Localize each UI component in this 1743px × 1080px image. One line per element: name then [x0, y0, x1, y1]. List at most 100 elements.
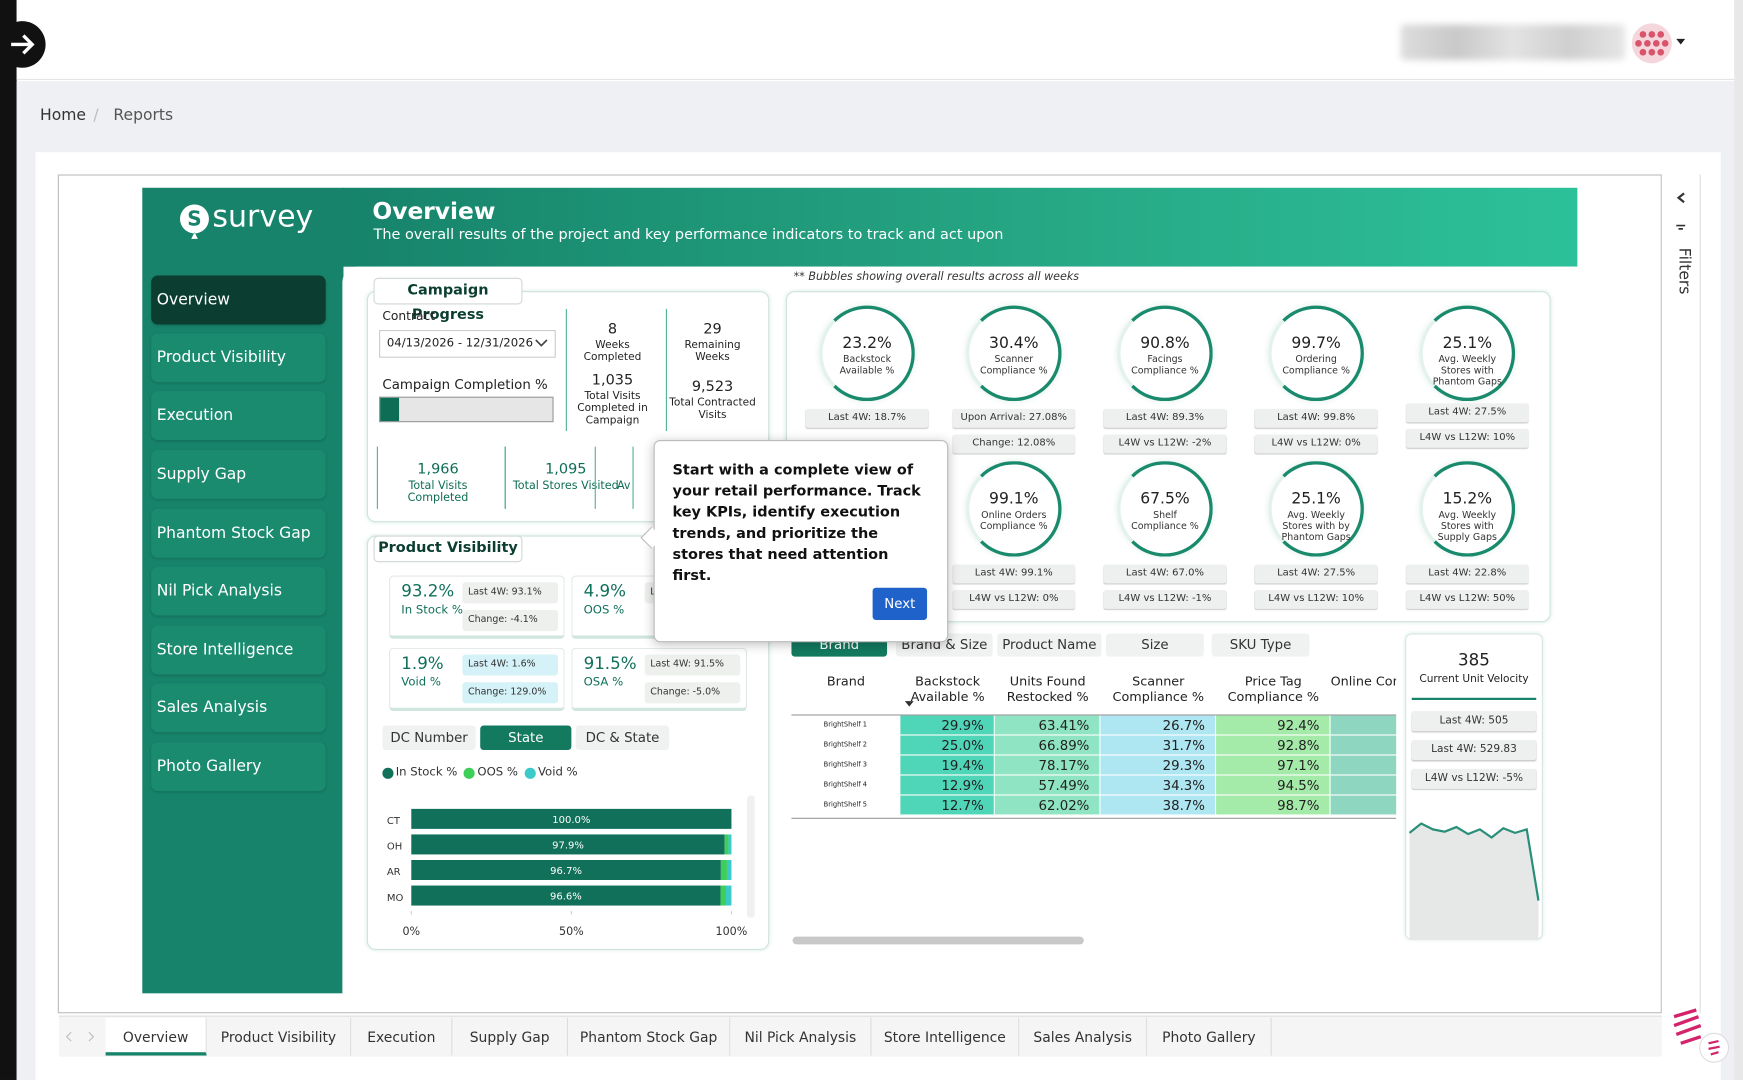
nav-item[interactable]: Overview	[151, 275, 326, 325]
bar-segment	[720, 885, 726, 906]
nav-item[interactable]: Product Visibility	[151, 333, 326, 383]
table-cell: 12.7%	[900, 795, 995, 816]
bubble-pill: L4W vs L12W: 50%	[1406, 589, 1529, 609]
state-chart: CT 100.0% OH 97.9% AR 96.7% MO 96.6% 0% 50% 100%	[387, 808, 747, 938]
table-cell	[1330, 775, 1397, 796]
toggle-button[interactable]: State	[480, 725, 572, 750]
breadcrumb-separator: /	[93, 106, 99, 125]
svg-text:S: S	[187, 207, 201, 231]
menu-toggle[interactable]	[0, 20, 49, 69]
total-box-divider	[376, 446, 378, 509]
table-scrollbar[interactable]	[792, 936, 1084, 945]
bubble-value: 67.5%	[1140, 489, 1190, 508]
page-tab[interactable]: Supply Gap	[452, 1017, 569, 1056]
bar-segment	[411, 859, 721, 880]
table-tab[interactable]: SKU Type	[1211, 633, 1310, 657]
table-tab[interactable]: Product Name	[997, 633, 1102, 657]
nav-item[interactable]: Phantom Stock Gap	[151, 508, 326, 558]
bubble-pill: Last 4W: 99.8%	[1254, 408, 1378, 428]
breadcrumb-home[interactable]: Home	[40, 106, 86, 125]
kpi-label: OOS %	[583, 603, 625, 617]
bubble	[1268, 461, 1364, 557]
toggle-button[interactable]: DC Number	[382, 725, 476, 750]
page-tab[interactable]: Execution	[351, 1017, 453, 1056]
divider	[665, 308, 667, 432]
bubble-label: Shelf Compliance %	[1131, 509, 1199, 533]
bubble	[1117, 461, 1213, 557]
user-menu[interactable]	[1630, 22, 1692, 66]
page-tab[interactable]: Phantom Stock Gap	[568, 1017, 731, 1056]
frame-edge	[0, 0, 17, 1080]
table-cell: 29.3%	[1100, 755, 1217, 776]
table-cell: 97.1%	[1216, 755, 1331, 776]
bubble	[1419, 461, 1516, 557]
contract-dropdown[interactable]: 04/13/2026 - 12/31/2026	[379, 329, 556, 358]
nav-item[interactable]: Nil Pick Analysis	[151, 566, 326, 616]
bubble-label: Backstock Available %	[839, 354, 895, 377]
stat-label: Weeks Completed	[583, 338, 642, 364]
scrollbar[interactable]	[746, 795, 755, 918]
page-tab[interactable]: Overview	[105, 1017, 207, 1056]
bubble-pill: Last 4W: 22.8%	[1406, 564, 1529, 584]
bubble-value: 99.1%	[989, 489, 1039, 508]
bubble-value: 15.2%	[1442, 489, 1493, 508]
filters-pane[interactable]	[1661, 174, 1701, 1014]
bubble-value: 25.1%	[1291, 489, 1341, 508]
column-header: Backstock Available %	[910, 673, 985, 705]
bubble-pill: Last 4W: 67.0%	[1103, 564, 1227, 584]
x-tick-label: 0%	[402, 925, 420, 938]
bubble-pill: Upon Arrival: 27.08%	[952, 408, 1075, 428]
next-button[interactable]: Next	[872, 587, 928, 620]
bar-segment	[411, 885, 721, 906]
bubble-pill: Last 4W: 89.3%	[1103, 408, 1227, 428]
total-box-divider	[594, 446, 596, 509]
brand-logo-icon: S	[180, 204, 209, 239]
table-cell: 34.3%	[1100, 775, 1217, 796]
completion-fill	[380, 397, 400, 422]
table-cell: 92.4%	[1216, 715, 1331, 736]
nav-item[interactable]: Sales Analysis	[151, 683, 326, 733]
column-header: Price Tag Compliance %	[1227, 673, 1320, 705]
table-cell: 19.4%	[900, 755, 995, 776]
total-label: Total Stores Visited	[512, 479, 619, 493]
bubble-label: Ordering Compliance %	[1282, 354, 1350, 377]
nav-item[interactable]: Photo Gallery	[151, 742, 326, 792]
bar-segment	[724, 834, 729, 855]
column-header: Brand	[826, 673, 865, 689]
table-tab[interactable]: Size	[1106, 633, 1204, 657]
table-cell: 57.49%	[994, 775, 1101, 796]
page-tab[interactable]: Photo Gallery	[1147, 1017, 1272, 1056]
visibility-box	[366, 535, 770, 950]
y-tick-label: CT	[387, 816, 401, 827]
toggle-button[interactable]: DC & State	[575, 725, 670, 750]
divider	[565, 308, 567, 432]
table-cell: BrightShelf 4	[791, 775, 901, 796]
bubble-pill: L4W vs L12W: -1%	[1103, 589, 1227, 609]
page-tab[interactable]: Sales Analysis	[1019, 1017, 1148, 1056]
filters-label[interactable]: Filters	[1675, 247, 1693, 295]
kpi-value: 1.9%	[401, 653, 444, 674]
kpi-label: In Stock %	[401, 603, 463, 617]
nav-item[interactable]: Supply Gap	[151, 449, 326, 499]
total-label: Av	[616, 479, 631, 493]
user-name-blurred	[1400, 24, 1626, 60]
assistant-icon[interactable]	[1667, 1006, 1734, 1067]
bubble	[1419, 305, 1516, 402]
bubble	[1117, 305, 1213, 402]
tab-scroll[interactable]	[62, 1029, 100, 1045]
kpi-pill: Last 4W: 91.5%	[644, 654, 741, 676]
bubble-pill: Last 4W: 18.7%	[805, 408, 929, 428]
velocity-label: Current Unit Velocity	[1419, 673, 1529, 686]
nav-item[interactable]: Execution	[151, 391, 326, 440]
bubbles-note: ** Bubbles showing overall results acros…	[793, 271, 1080, 284]
page-tab[interactable]: Store Intelligence	[871, 1017, 1020, 1056]
stat-value: 1,035	[591, 372, 634, 389]
stat-value: 29	[703, 321, 722, 338]
nav-item[interactable]: Store Intelligence	[151, 625, 326, 675]
table-cell: 66.89%	[994, 735, 1101, 756]
page-tab[interactable]: Product Visibility	[206, 1017, 352, 1056]
page-tab[interactable]: Nil Pick Analysis	[730, 1017, 872, 1056]
x-tick-label: 50%	[559, 925, 584, 938]
bubble-label: Facings Compliance %	[1131, 354, 1199, 377]
total-value: 1,095	[545, 461, 587, 478]
